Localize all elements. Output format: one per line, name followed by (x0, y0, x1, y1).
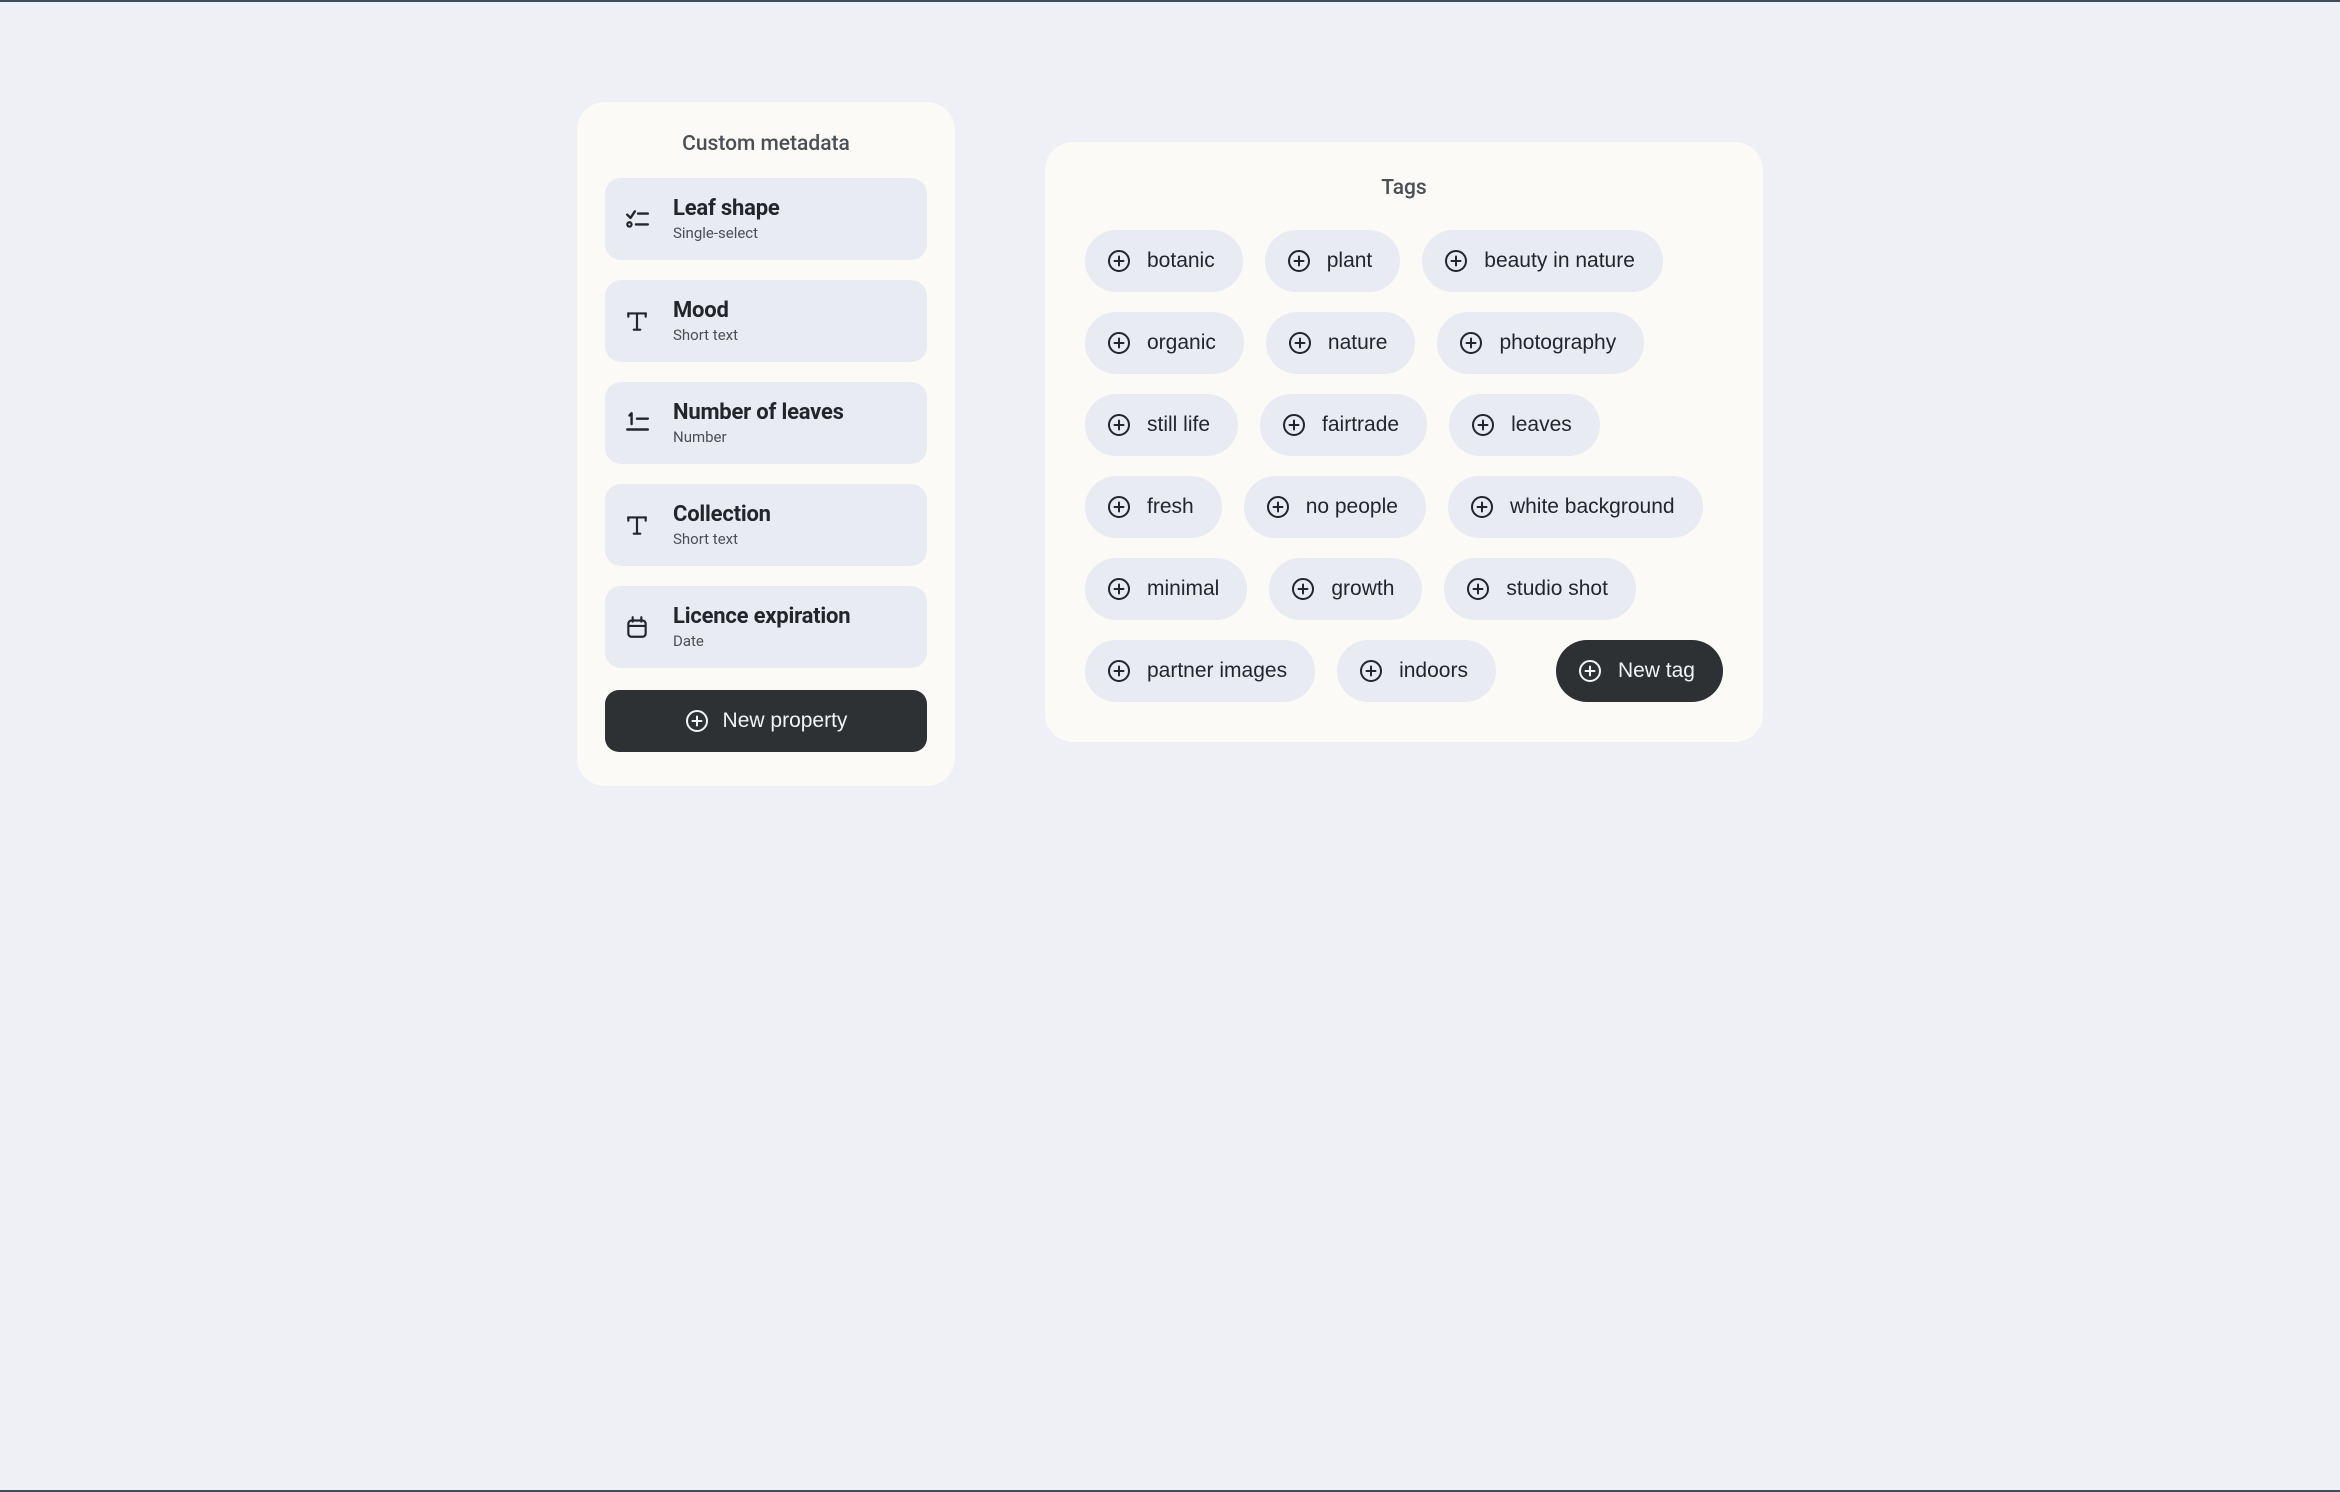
property-type: Single-select (673, 224, 780, 242)
property-item-collection[interactable]: Collection Short text (605, 484, 927, 566)
property-item-leaf-shape[interactable]: Leaf shape Single-select (605, 178, 927, 260)
tag-label: leaves (1511, 413, 1572, 437)
custom-metadata-panel: Custom metadata Leaf shape Single-select… (577, 102, 955, 786)
tag-chip[interactable]: no people (1244, 476, 1426, 538)
tag-chip[interactable]: studio shot (1444, 558, 1636, 620)
tag-chip[interactable]: nature (1266, 312, 1416, 374)
property-item-licence-expiration[interactable]: Licence expiration Date (605, 586, 927, 668)
tag-chip[interactable]: photography (1437, 312, 1644, 374)
tag-chip[interactable]: fairtrade (1260, 394, 1427, 456)
single-select-icon (623, 205, 651, 233)
tag-chip[interactable]: partner images (1085, 640, 1315, 702)
property-name: Leaf shape (673, 196, 780, 221)
tag-label: fresh (1147, 495, 1194, 519)
tag-label: nature (1328, 331, 1388, 355)
tag-label: photography (1499, 331, 1616, 355)
plus-circle-icon (1288, 331, 1312, 355)
plus-circle-icon (1578, 659, 1602, 683)
property-type: Short text (673, 326, 738, 344)
property-type: Date (673, 632, 850, 650)
property-text: Leaf shape Single-select (673, 196, 780, 242)
tags-panel: Tags botanic plant beauty in nature orga… (1045, 142, 1763, 742)
plus-circle-icon (1466, 577, 1490, 601)
plus-circle-icon (1359, 659, 1383, 683)
property-type: Short text (673, 530, 771, 548)
plus-circle-icon (1291, 577, 1315, 601)
tag-chip[interactable]: fresh (1085, 476, 1222, 538)
plus-circle-icon (685, 709, 709, 733)
property-item-number-of-leaves[interactable]: Number of leaves Number (605, 382, 927, 464)
plus-circle-icon (1471, 413, 1495, 437)
number-icon (623, 409, 651, 437)
property-name: Number of leaves (673, 400, 844, 425)
tag-chip[interactable]: leaves (1449, 394, 1600, 456)
custom-metadata-title: Custom metadata (605, 132, 927, 156)
tag-chip[interactable]: growth (1269, 558, 1422, 620)
tags-cloud: botanic plant beauty in nature organic n… (1085, 230, 1723, 702)
plus-circle-icon (1107, 577, 1131, 601)
tag-label: still life (1147, 413, 1210, 437)
tags-title: Tags (1085, 176, 1723, 200)
plus-circle-icon (1459, 331, 1483, 355)
tag-label: no people (1306, 495, 1398, 519)
tag-chip[interactable]: organic (1085, 312, 1244, 374)
plus-circle-icon (1107, 249, 1131, 273)
plus-circle-icon (1266, 495, 1290, 519)
plus-circle-icon (1444, 249, 1468, 273)
plus-circle-icon (1107, 331, 1131, 355)
tag-chip[interactable]: botanic (1085, 230, 1243, 292)
tag-label: fairtrade (1322, 413, 1399, 437)
plus-circle-icon (1107, 495, 1131, 519)
tag-label: beauty in nature (1484, 249, 1635, 273)
tag-label: plant (1327, 249, 1373, 273)
tag-label: growth (1331, 577, 1394, 601)
short-text-icon (623, 511, 651, 539)
tag-label: minimal (1147, 577, 1219, 601)
tag-label: indoors (1399, 659, 1468, 683)
tag-label: partner images (1147, 659, 1287, 683)
property-text: Licence expiration Date (673, 604, 850, 650)
plus-circle-icon (1107, 413, 1131, 437)
tag-label: white background (1510, 495, 1675, 519)
tag-chip[interactable]: white background (1448, 476, 1703, 538)
tag-label: studio shot (1506, 577, 1608, 601)
plus-circle-icon (1282, 413, 1306, 437)
short-text-icon (623, 307, 651, 335)
tag-label: organic (1147, 331, 1216, 355)
tag-chip[interactable]: indoors (1337, 640, 1496, 702)
property-text: Collection Short text (673, 502, 771, 548)
property-item-mood[interactable]: Mood Short text (605, 280, 927, 362)
tag-chip[interactable]: plant (1265, 230, 1401, 292)
new-property-button[interactable]: New property (605, 690, 927, 752)
property-name: Mood (673, 298, 738, 323)
plus-circle-icon (1287, 249, 1311, 273)
plus-circle-icon (1107, 659, 1131, 683)
property-list: Leaf shape Single-select Mood Short text… (605, 178, 927, 668)
property-name: Licence expiration (673, 604, 850, 629)
new-tag-button[interactable]: New tag (1556, 640, 1723, 702)
plus-circle-icon (1470, 495, 1494, 519)
property-text: Number of leaves Number (673, 400, 844, 446)
property-type: Number (673, 428, 844, 446)
tag-chip[interactable]: minimal (1085, 558, 1247, 620)
tag-chip[interactable]: beauty in nature (1422, 230, 1663, 292)
date-icon (623, 613, 651, 641)
new-property-label: New property (723, 709, 848, 733)
new-tag-label: New tag (1618, 659, 1695, 683)
property-text: Mood Short text (673, 298, 738, 344)
tag-label: botanic (1147, 249, 1215, 273)
property-name: Collection (673, 502, 771, 527)
tag-chip[interactable]: still life (1085, 394, 1238, 456)
